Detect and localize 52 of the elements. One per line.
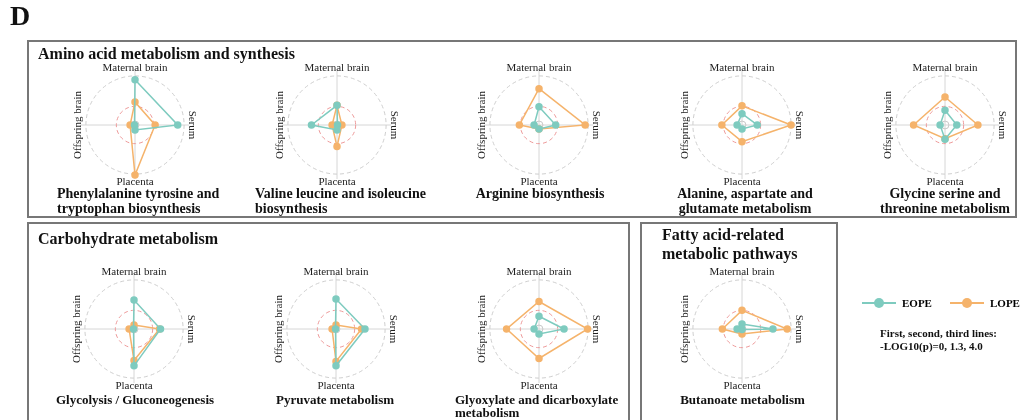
spoke-label: Offspring brain <box>272 90 285 159</box>
text: Carbohydrate metabolism <box>38 230 218 248</box>
text: Butanoate metabolism <box>679 392 806 407</box>
spoke-label: Maternal brain <box>709 60 776 73</box>
spoke-label: Offspring brain <box>880 90 893 159</box>
spoke-label: Offspring brain <box>69 294 82 363</box>
spoke-label: Placenta <box>520 174 558 187</box>
spoke-label: Maternal brain <box>506 264 573 277</box>
text: D <box>10 0 31 32</box>
spoke-label: Serum <box>997 110 1010 140</box>
text: First, second, third lines: -LOG10(p)=0, 1.3, 4.0 <box>880 327 999 353</box>
spoke-label: Offspring brain <box>677 90 690 159</box>
spoke-label: Maternal brain <box>101 264 168 277</box>
text: Valine leucine and isoleucine biosynthesis <box>255 186 427 216</box>
spoke-label: Serum <box>591 110 604 140</box>
text: Glyoxylate and dicarboxylate metabolism <box>455 392 620 420</box>
text: Glycine serine and threonine metabolism <box>879 186 1011 216</box>
spoke-label: Offspring brain <box>474 90 487 159</box>
spoke-label: Offspring brain <box>677 294 690 363</box>
spoke-label: Serum <box>388 314 401 344</box>
spoke-label: Offspring brain <box>474 294 487 363</box>
spoke-label: Maternal brain <box>102 60 169 73</box>
text: Amino acid metabolism and synthesis <box>38 45 295 63</box>
spoke-label: Maternal brain <box>303 264 370 277</box>
spoke-label: Placenta <box>926 174 964 187</box>
spoke-label: Serum <box>389 110 402 140</box>
legend-label: EOPE <box>902 297 932 309</box>
spoke-label: Maternal brain <box>709 264 776 277</box>
spoke-label: Offspring brain <box>271 294 284 363</box>
spoke-label: Serum <box>794 110 807 140</box>
spoke-label: Placenta <box>723 174 761 187</box>
text: Fatty acid-related metabolic pathways <box>662 225 799 263</box>
text: Alanine, aspartate and glutamate metabolism <box>676 186 814 216</box>
spoke-label: Maternal brain <box>304 60 371 73</box>
spoke-label: Serum <box>187 110 200 140</box>
spoke-label: Serum <box>591 314 604 344</box>
spoke-label: Serum <box>186 314 199 344</box>
text: Pyruvate metabolism <box>274 392 396 407</box>
spoke-label: Placenta <box>723 378 761 391</box>
text: Phenylalanine tyrosine and tryptophan biosynthesis <box>57 186 221 216</box>
spoke-label: Placenta <box>318 174 356 187</box>
spoke-label: Offspring brain <box>70 90 83 159</box>
text: Arginine biosynthesis <box>474 186 606 201</box>
spoke-label: Placenta <box>317 378 355 391</box>
spoke-label: Placenta <box>116 174 154 187</box>
legend-label: LOPE <box>990 297 1020 309</box>
text: Glycolysis / Gluconeogenesis <box>54 392 216 407</box>
spoke-label: Placenta <box>520 378 558 391</box>
spoke-label: Placenta <box>115 378 153 391</box>
spoke-label: Maternal brain <box>506 60 573 73</box>
spoke-label: Maternal brain <box>912 60 979 73</box>
spoke-label: Serum <box>794 314 807 344</box>
